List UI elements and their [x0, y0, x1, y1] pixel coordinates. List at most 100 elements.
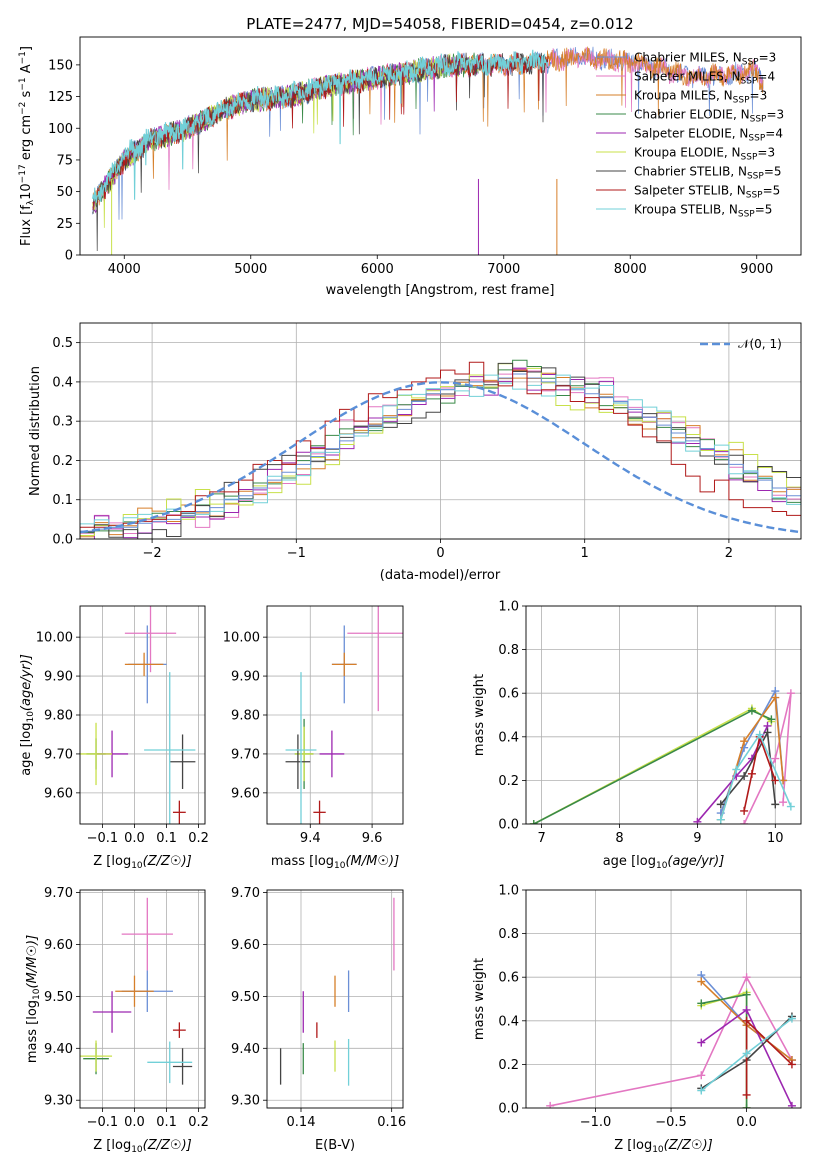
y-tick-label: 1.0	[498, 600, 519, 615]
x-axis-label: (data-model)/error	[380, 568, 501, 583]
weight-marker	[732, 765, 741, 774]
x-tick-label: −0.5	[655, 1115, 687, 1130]
histogram-chabrier-miles	[80, 373, 801, 539]
weight-marker	[786, 689, 795, 698]
x-axis-label: mass [log10(M/M☉)]	[271, 854, 399, 871]
weight-marker	[763, 728, 772, 737]
y-tick-label: 0.2	[498, 1058, 519, 1073]
errorbar-point	[169, 734, 196, 789]
axes-frame	[79, 605, 206, 825]
y-tick-label: 10.00	[36, 631, 73, 646]
panel-mass-weight-vs-Z: −1.0 −0.5 0.0 0.0 0.2 0.4 0.6 0.8 1.0 Z [log10(Z/…	[472, 884, 802, 1155]
x-tick-label: 7	[537, 831, 545, 846]
errorbar-point	[124, 652, 164, 677]
y-axis-label: age [log10(age/yr)]	[19, 654, 36, 776]
y-tick-label: 0.2	[52, 454, 73, 469]
y-axis-label: Normed distribution	[28, 366, 43, 496]
weight-marker	[747, 706, 756, 715]
errorbar-point	[331, 652, 357, 677]
plot-area-age-vs-Z	[80, 606, 196, 824]
y-tick-label: 0.1	[52, 493, 73, 508]
plot-area-spectrum	[92, 46, 764, 255]
panel-mass-vs-ebv: 0.14 0.16 9.30 9.40 9.50 9.60 9.70 E(B-V)	[231, 886, 406, 1153]
weight-line	[701, 991, 748, 1108]
weight-marker	[742, 1104, 751, 1108]
figure-title: PLATE=2477, MJD=54058, FIBERID=0454, z=0…	[246, 15, 633, 33]
y-axis-label: Flux [fλ10−17 erg cm−2 s−1 A−1]	[18, 46, 36, 246]
x-tick-label: −0.1	[87, 831, 119, 846]
y-tick-label: 0.3	[52, 415, 73, 430]
panel-mass-vs-Z: −0.1 0.0 0.1 0.2 9.30 9.40 9.50 9.60 9.70 Z [log1…	[25, 886, 209, 1155]
panel-spectrum: 4000 5000 6000 7000 8000 9000 0 25 50 75 100 125 150…	[18, 36, 802, 298]
y-tick-label: 9.30	[231, 1094, 260, 1109]
weight-marker	[742, 1016, 751, 1025]
errorbar-point	[347, 606, 403, 712]
errorbar-point	[80, 1040, 113, 1072]
y-tick-label: 9.90	[44, 670, 73, 685]
spectrum-line	[92, 55, 479, 214]
weight-marker	[742, 1049, 751, 1058]
spectrum-line	[92, 49, 549, 204]
y-axis-label: mass weight	[472, 958, 487, 1040]
axes-frame	[525, 605, 802, 825]
x-tick-label: 0.0	[124, 1115, 145, 1130]
weight-marker	[747, 769, 756, 778]
weight-marker	[697, 1038, 706, 1047]
y-tick-label: 0.8	[498, 927, 519, 942]
plot-area-age-vs-mass	[285, 606, 403, 824]
y-tick-label: 9.60	[231, 786, 260, 801]
plot-area-mass-weight-vs-Z	[546, 971, 796, 1108]
weight-marker	[771, 776, 780, 785]
y-tick-label: 0.6	[498, 687, 519, 702]
legend-label: Kroupa MILES, NSSP=3	[634, 89, 767, 106]
histogram-salpeter-stelib	[80, 361, 801, 539]
y-tick-label: 9.40	[44, 1042, 73, 1057]
weight-marker	[771, 693, 780, 702]
weight-marker	[787, 1060, 796, 1069]
x-tick-label: 0.0	[736, 1115, 757, 1130]
x-tick-label: 8	[615, 831, 623, 846]
weight-line	[743, 733, 777, 812]
x-tick-label: 0.1	[156, 831, 177, 846]
x-tick-label: 0.2	[188, 831, 209, 846]
x-tick-label: 4000	[108, 262, 141, 277]
y-tick-label: 9.80	[44, 709, 73, 724]
axes-frame	[525, 889, 802, 1109]
y-tick-label: 0.0	[52, 533, 73, 548]
y-tick-label: 0.5	[52, 336, 73, 351]
plot-area-mass-weight-vs-age	[529, 687, 795, 824]
normal-curve	[80, 381, 801, 534]
legend: Chabrier MILES, NSSP=3 Salpeter MILES, NS…	[596, 51, 784, 220]
y-tick-label: 0.4	[52, 375, 73, 390]
errorbar-point	[92, 991, 132, 1033]
x-tick-label: 0.2	[188, 1115, 209, 1130]
weight-marker	[767, 715, 776, 724]
weight-marker	[779, 798, 788, 807]
y-tick-label: 125	[48, 90, 73, 105]
legend-label: Salpeter STELIB, NSSP=5	[634, 184, 780, 201]
x-axis-label: E(B-V)	[315, 1138, 355, 1153]
legend-label: Chabrier MILES, NSSP=3	[634, 51, 776, 68]
weight-marker	[693, 817, 702, 824]
x-tick-label: 9000	[740, 262, 773, 277]
x-tick-label: 0.14	[287, 1115, 316, 1130]
y-tick-label: 9.80	[231, 709, 260, 724]
x-tick-label: 9	[693, 831, 701, 846]
weight-marker	[697, 977, 706, 986]
errorbar-point	[144, 672, 196, 824]
y-tick-label: 9.50	[231, 990, 260, 1005]
plot-area-mass-vs-ebv	[279, 897, 395, 1086]
y-tick-label: 0.4	[498, 730, 519, 745]
x-axis-label: Z [log10(Z/Z☉)]	[93, 1138, 191, 1155]
plot-area-mass-vs-Z	[80, 897, 193, 1085]
legend-label: Chabrier STELIB, NSSP=5	[634, 165, 782, 182]
plot-area-residuals	[80, 359, 801, 539]
errorbar-point	[172, 800, 186, 824]
histogram-kroupa-stelib	[80, 374, 801, 539]
x-tick-label: −1.0	[580, 1115, 612, 1130]
x-axis-label: age [log10(age/yr)]	[603, 854, 725, 871]
weight-marker	[740, 806, 749, 815]
y-tick-label: 9.40	[231, 1042, 260, 1057]
legend-label: Salpeter ELODIE, NSSP=4	[634, 127, 783, 144]
y-tick-label: 0	[65, 249, 73, 264]
